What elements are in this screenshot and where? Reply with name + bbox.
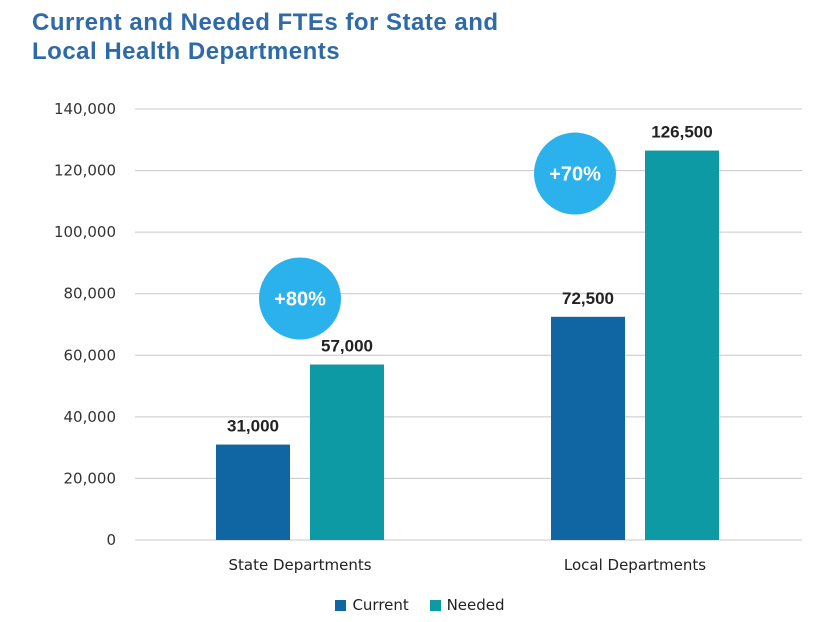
y-tick-label: 60,000 — [64, 346, 117, 364]
y-tick-label: 40,000 — [64, 408, 117, 426]
data-label: 72,500 — [562, 289, 614, 308]
percent-badge-label: +70% — [549, 164, 601, 186]
percent-badge — [259, 257, 341, 340]
y-tick-label: 100,000 — [54, 223, 116, 241]
y-tick-label: 0 — [106, 531, 116, 549]
chart-title-line-1: Current and Needed FTEs for State and — [32, 9, 499, 36]
bar-needed-local — [645, 150, 719, 540]
data-label: 126,500 — [651, 123, 712, 142]
chart-legend: Current Needed — [0, 596, 840, 615]
legend-item-current: Current — [335, 596, 409, 614]
data-label: 31,000 — [227, 417, 279, 436]
bar-needed-state — [310, 364, 384, 540]
data-label: 57,000 — [321, 337, 373, 356]
percent-badge — [534, 132, 616, 215]
y-tick-label: 20,000 — [64, 469, 117, 487]
legend-item-needed: Needed — [429, 596, 505, 614]
y-tick-label: 120,000 — [54, 162, 116, 180]
legend-label-needed: Needed — [446, 596, 505, 614]
bar-chart: 0 20,000 40,000 60,000 80,000 100,000 120,000 1… — [54, 100, 802, 574]
legend-swatch-needed — [429, 599, 441, 611]
x-tick-label: State Departments — [228, 556, 371, 574]
chart-title-line-2: Local Health Departments — [32, 38, 341, 65]
legend-swatch-current — [335, 599, 347, 611]
bar-current-local — [551, 316, 625, 540]
bar-current-state — [216, 444, 290, 540]
percent-badge-label: +80% — [274, 289, 326, 311]
legend-label-current: Current — [352, 596, 409, 614]
y-tick-label: 80,000 — [64, 285, 117, 303]
chart-title: Current and Needed FTEs for State and Lo… — [32, 8, 632, 66]
x-tick-label: Local Departments — [564, 556, 706, 574]
y-tick-label: 140,000 — [54, 100, 116, 118]
